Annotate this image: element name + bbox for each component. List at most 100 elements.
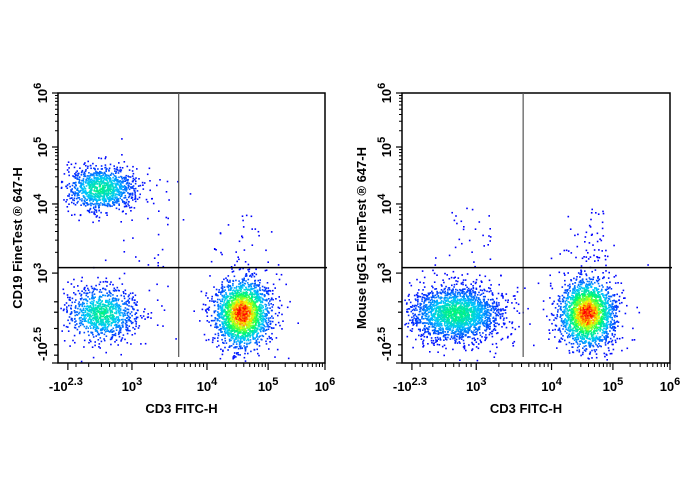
event-dot xyxy=(252,308,254,311)
event-dot xyxy=(228,310,231,313)
event-dot xyxy=(237,303,240,305)
event-dot xyxy=(251,298,253,301)
event-dot xyxy=(258,354,260,357)
event-dot xyxy=(260,317,263,320)
event-dot xyxy=(242,226,245,228)
event-dot xyxy=(224,304,227,306)
event-dot xyxy=(113,330,115,332)
event-dot xyxy=(222,349,224,352)
event-dot xyxy=(115,318,117,321)
event-dot xyxy=(92,333,94,336)
event-dot xyxy=(101,203,104,206)
event-dot xyxy=(108,303,111,306)
event-dot xyxy=(99,195,102,198)
event-dot xyxy=(470,330,473,332)
event-dot xyxy=(242,325,244,327)
event-dot xyxy=(123,272,126,275)
event-dot xyxy=(223,325,225,327)
event-dot xyxy=(116,200,119,203)
event-dot xyxy=(125,205,128,208)
event-dot xyxy=(126,329,128,332)
event-dot xyxy=(79,324,82,327)
event-dot xyxy=(74,324,77,326)
event-dot xyxy=(256,334,258,336)
event-dot xyxy=(84,189,87,192)
event-dot xyxy=(77,285,79,287)
event-dot xyxy=(230,300,232,302)
event-dot xyxy=(221,307,224,310)
event-dot xyxy=(281,328,283,330)
event-dot xyxy=(83,190,86,192)
event-dot xyxy=(450,294,452,297)
event-dot xyxy=(250,325,252,328)
event-dot xyxy=(228,327,231,329)
event-dot xyxy=(92,356,95,359)
event-dot xyxy=(134,294,137,297)
event-dot xyxy=(231,300,233,302)
event-dot xyxy=(516,291,519,293)
event-dot xyxy=(115,172,117,174)
event-dot xyxy=(77,197,79,199)
event-dot xyxy=(113,304,115,306)
event-dot xyxy=(239,318,242,321)
event-dot xyxy=(502,297,504,299)
event-dot xyxy=(266,298,268,301)
event-dot xyxy=(460,303,462,305)
event-dot xyxy=(112,294,114,296)
event-dot xyxy=(125,303,128,305)
event-dot xyxy=(116,302,118,304)
event-dot xyxy=(244,360,247,362)
event-dot xyxy=(230,339,232,342)
event-dot xyxy=(123,309,126,311)
event-dot xyxy=(247,339,250,342)
event-dot xyxy=(215,294,218,297)
event-dot xyxy=(99,199,101,201)
event-dot xyxy=(474,338,476,341)
event-dot xyxy=(92,305,95,308)
event-dot xyxy=(265,314,267,316)
event-dot xyxy=(224,310,226,312)
event-dot xyxy=(423,276,426,279)
event-dot xyxy=(239,347,242,350)
event-dot xyxy=(277,264,280,266)
event-dot xyxy=(113,198,116,201)
event-dot xyxy=(113,307,116,310)
event-dot xyxy=(217,326,219,328)
event-dot xyxy=(76,202,78,204)
event-dot xyxy=(230,333,232,335)
event-dot xyxy=(102,294,105,297)
event-dot xyxy=(95,186,98,188)
event-dot xyxy=(63,308,65,311)
event-dot xyxy=(132,172,135,175)
event-dot xyxy=(156,184,158,187)
event-dot xyxy=(107,305,110,307)
event-dot xyxy=(249,328,251,330)
event-dot xyxy=(238,311,241,314)
event-dot xyxy=(240,304,242,306)
event-dot xyxy=(234,304,237,307)
event-dot xyxy=(263,295,266,298)
event-dot xyxy=(100,178,103,180)
event-dot xyxy=(75,181,77,184)
event-dot xyxy=(90,309,92,311)
event-dot xyxy=(277,306,280,309)
event-dot xyxy=(239,293,241,296)
event-dot xyxy=(68,304,70,307)
event-dot xyxy=(74,307,77,309)
event-dot xyxy=(104,186,106,189)
event-dot xyxy=(118,170,120,172)
event-dot xyxy=(217,294,219,297)
event-dot xyxy=(71,191,74,193)
event-dot xyxy=(422,289,424,291)
event-dot xyxy=(242,328,244,330)
event-dot xyxy=(108,324,110,327)
event-dot xyxy=(129,292,132,295)
event-dot xyxy=(271,297,273,300)
event-dot xyxy=(118,204,120,206)
event-dot xyxy=(81,169,84,172)
event-dot xyxy=(280,304,283,307)
event-dot xyxy=(255,316,258,319)
event-dot xyxy=(87,321,89,324)
event-dot xyxy=(120,194,123,196)
event-dot xyxy=(85,305,88,308)
